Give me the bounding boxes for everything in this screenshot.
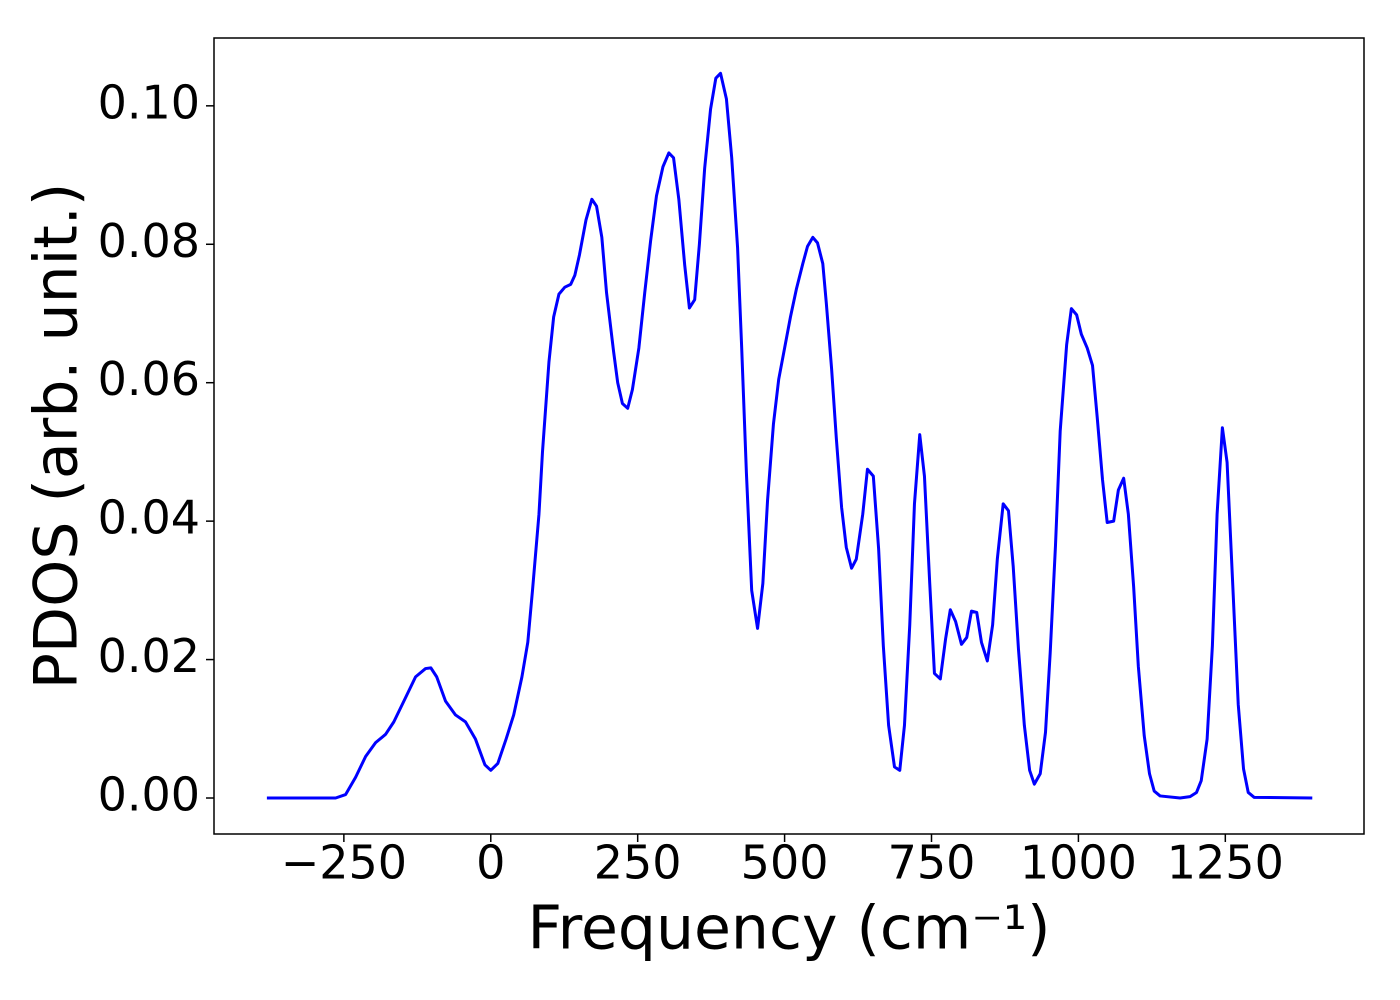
x-tick-label: 500 <box>741 836 829 890</box>
x-tick-label: 750 <box>888 836 976 890</box>
plot-frame <box>213 37 1365 835</box>
pdos-line <box>266 71 1313 800</box>
y-tick-label: 0.00 <box>98 768 200 822</box>
y-tick-label: 0.04 <box>98 491 200 545</box>
y-tick-label: 0.10 <box>98 75 200 129</box>
x-axis-label: Frequency (cm⁻¹) <box>527 894 1050 964</box>
x-tick-label: −250 <box>281 836 407 890</box>
x-tick-label: 1250 <box>1167 836 1284 890</box>
x-tick-label: 0 <box>476 836 505 890</box>
x-tick-label: 250 <box>594 836 682 890</box>
y-tick-label: 0.08 <box>98 214 200 268</box>
x-tick-label: 1000 <box>1020 836 1137 890</box>
y-tick-label: 0.02 <box>98 629 200 683</box>
y-tick-label: 0.06 <box>98 352 200 406</box>
y-axis-label: PDOS (arb. unit.) <box>22 183 92 690</box>
